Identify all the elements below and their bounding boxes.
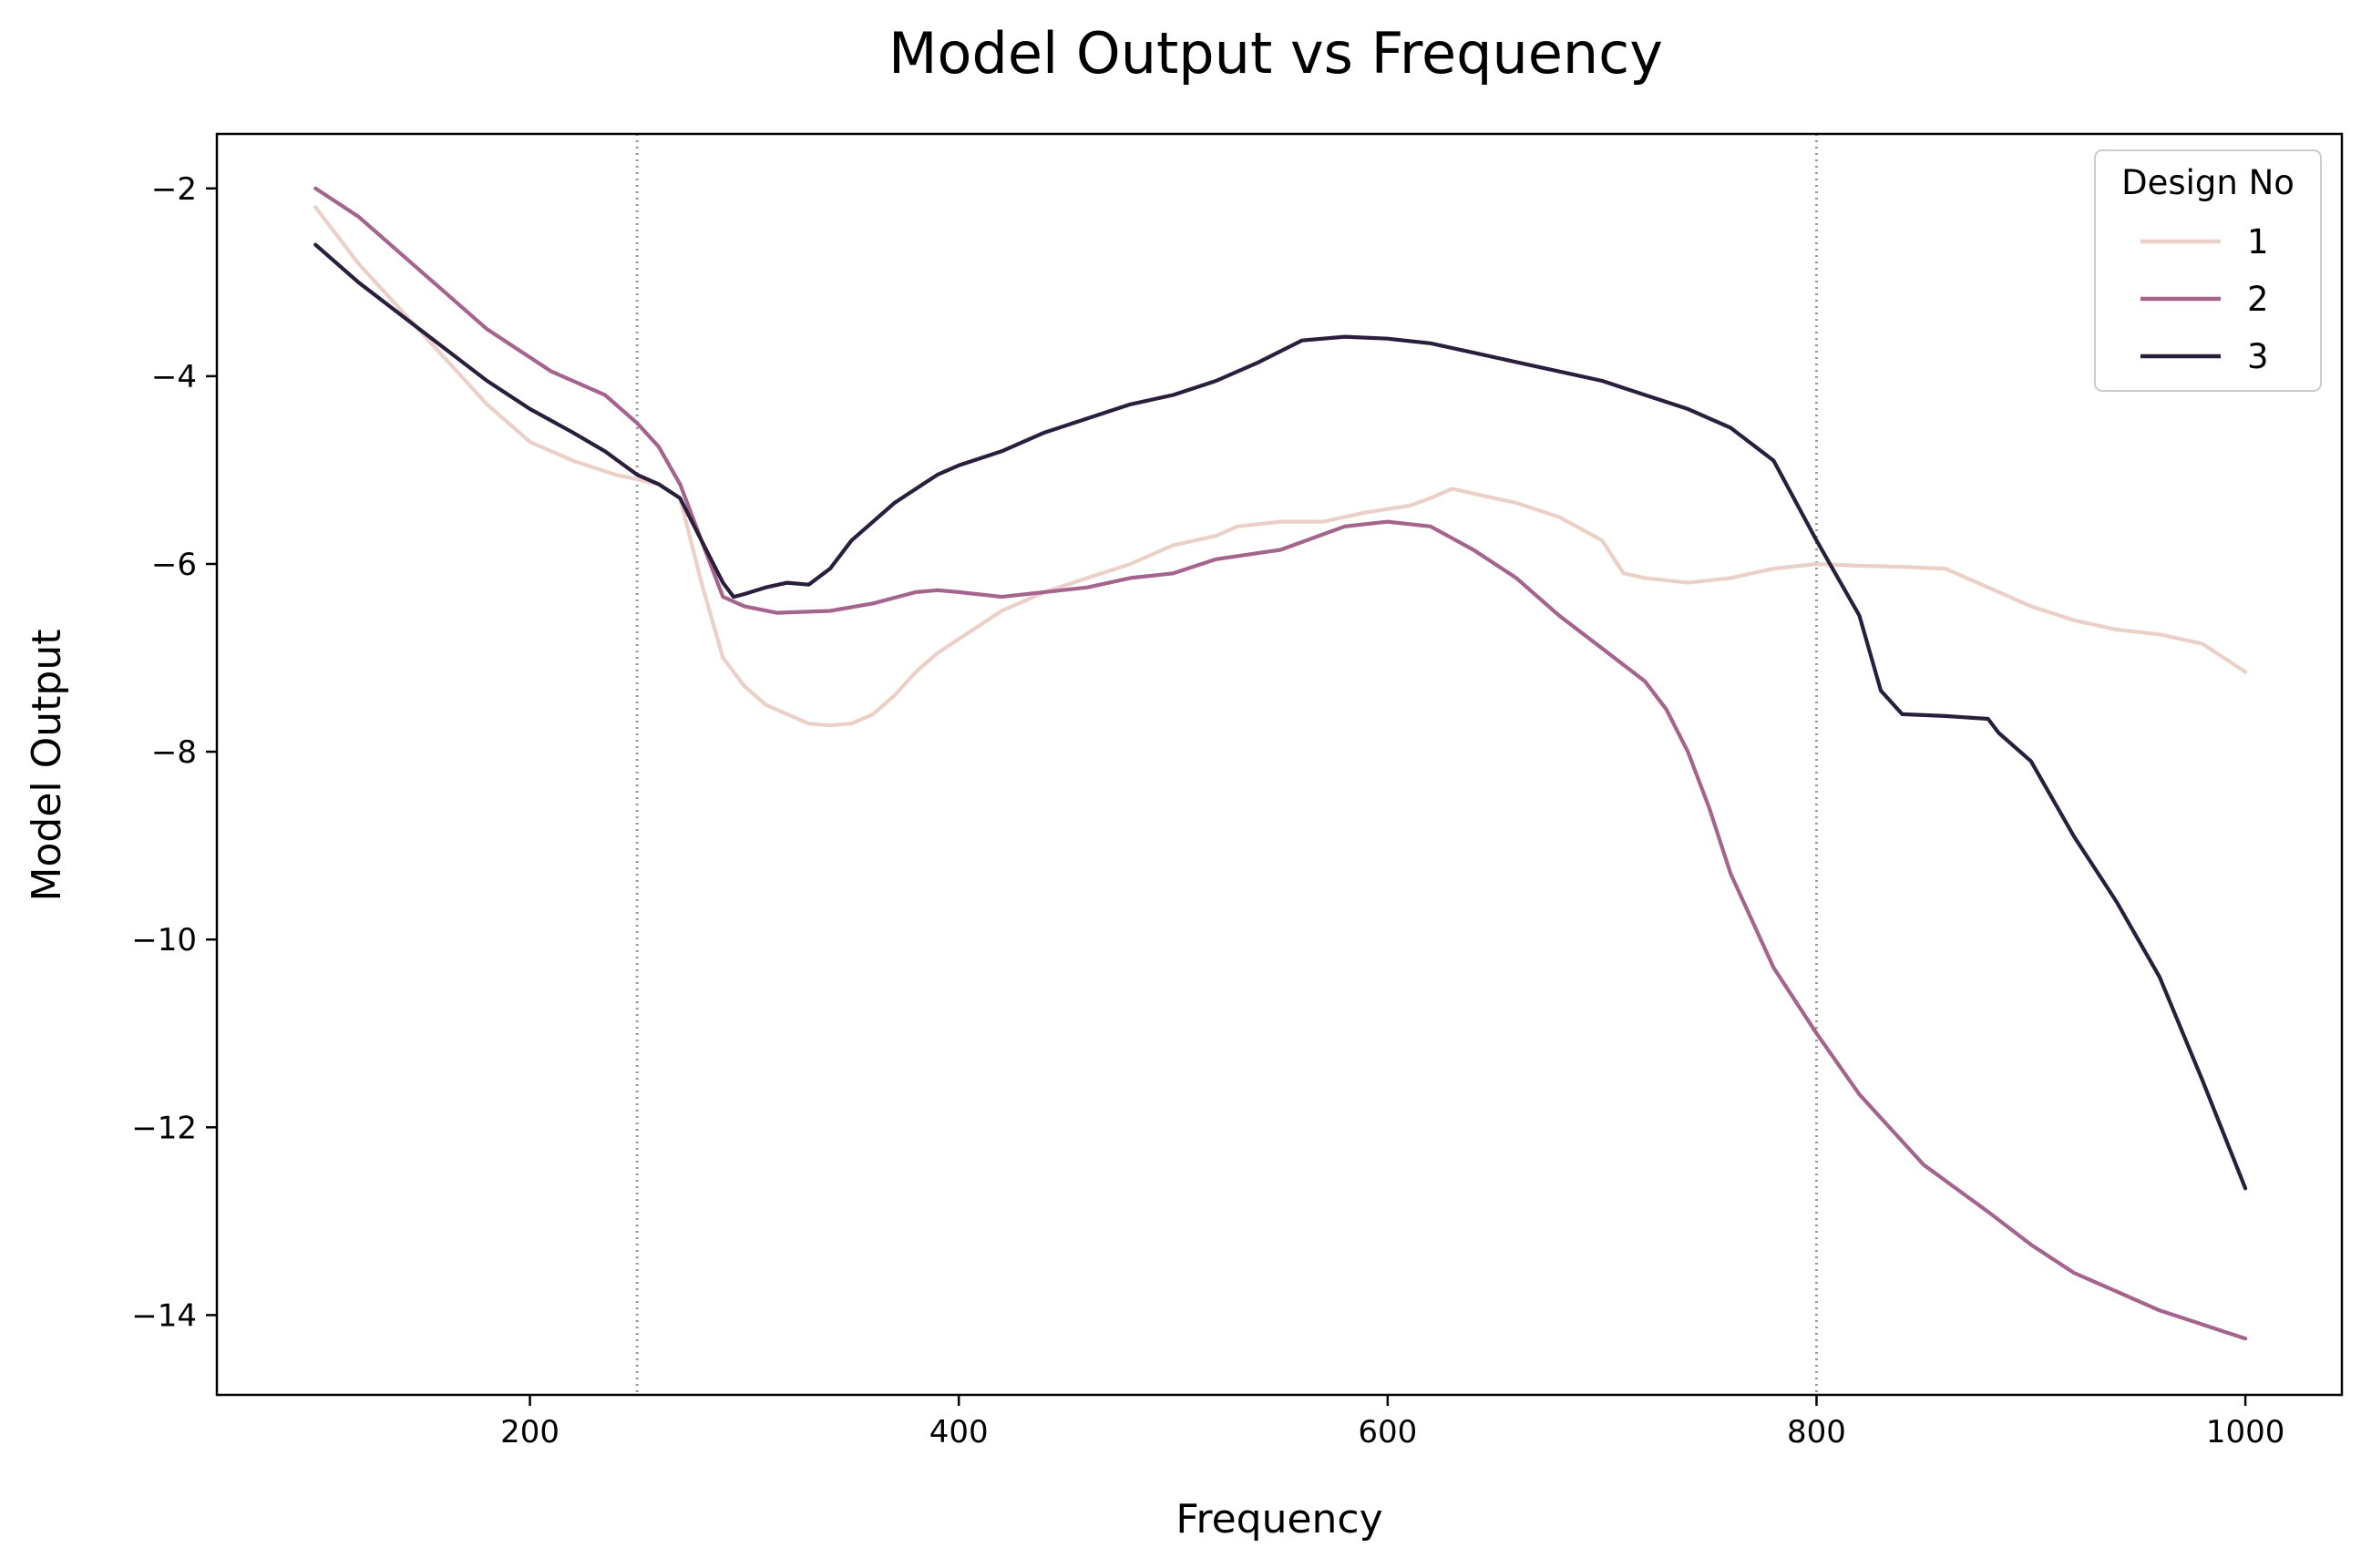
reference-lines	[635, 134, 1818, 1395]
x-tick-label: 400	[929, 1414, 989, 1450]
y-tick-label: −6	[151, 547, 197, 583]
legend: Design No 1 2 3	[2094, 149, 2322, 392]
series-line-1	[313, 205, 2248, 728]
series-line-2	[313, 186, 2248, 1341]
x-axis-ticks: 200 400 600 800 1000	[500, 1395, 2284, 1450]
y-tick-label: −14	[131, 1297, 197, 1334]
legend-box	[2094, 149, 2322, 392]
y-axis-title: Model Output	[24, 630, 70, 902]
y-tick-label: −10	[131, 922, 197, 958]
series-lines	[313, 186, 2248, 1341]
x-tick-label: 200	[500, 1414, 559, 1450]
y-tick-label: −8	[151, 734, 197, 771]
y-tick-label: −4	[151, 359, 197, 395]
legend-label-1: 1	[2247, 222, 2269, 261]
series-line-3	[313, 242, 2248, 1191]
x-tick-label: 800	[1787, 1414, 1846, 1450]
y-axis-ticks: −2 −4 −6 −8 −10 −12 −14	[131, 171, 217, 1334]
y-tick-label: −2	[151, 171, 197, 208]
x-axis-title: Frequency	[1175, 1496, 1382, 1542]
x-tick-label: 1000	[2206, 1414, 2285, 1450]
legend-items: 1 2 3	[2140, 222, 2269, 376]
legend-label-2: 2	[2247, 280, 2269, 319]
y-tick-label: −12	[131, 1110, 197, 1146]
x-tick-label: 600	[1358, 1414, 1417, 1450]
legend-label-3: 3	[2247, 337, 2269, 376]
plot-area-frame	[215, 132, 2344, 1397]
chart-title: Model Output vs Frequency	[888, 20, 1663, 87]
legend-title: Design No	[2121, 163, 2294, 202]
